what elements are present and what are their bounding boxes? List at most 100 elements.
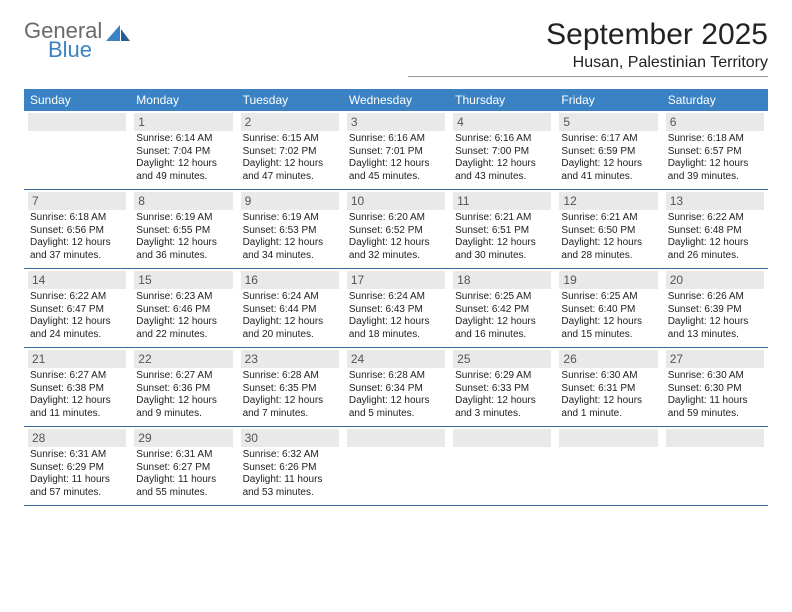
day-info-line: Sunset: 6:56 PM — [30, 225, 124, 238]
day-number: 22 — [134, 350, 232, 368]
day-info-line: Daylight: 12 hours — [561, 158, 655, 171]
day-info-line: Daylight: 12 hours — [136, 395, 230, 408]
day-info-line: and 26 minutes. — [668, 250, 762, 263]
day-info-line: Sunset: 6:50 PM — [561, 225, 655, 238]
day-info-line: and 9 minutes. — [136, 408, 230, 421]
day-info-line: and 15 minutes. — [561, 329, 655, 342]
day-cell: 17Sunrise: 6:24 AMSunset: 6:43 PMDayligh… — [343, 269, 449, 347]
day-cell: 11Sunrise: 6:21 AMSunset: 6:51 PMDayligh… — [449, 190, 555, 268]
day-number-bar: 2 — [241, 113, 339, 131]
day-info-line: Daylight: 12 hours — [561, 316, 655, 329]
day-info: Sunrise: 6:30 AMSunset: 6:30 PMDaylight:… — [666, 370, 764, 420]
day-number-bar: 23 — [241, 350, 339, 368]
day-info-line: Daylight: 12 hours — [136, 237, 230, 250]
day-cell: 28 Sunrise: 6:31 AMSunset: 6:29 PMDayligh… — [24, 427, 130, 505]
day-info-line: Sunset: 7:02 PM — [243, 146, 337, 159]
day-info-line: Sunset: 6:46 PM — [136, 304, 230, 317]
day-info-line: Sunrise: 6:16 AM — [455, 133, 549, 146]
calendar-page: General Blue September 2025 Husan, Pales… — [0, 0, 792, 612]
day-info: Sunrise: 6:20 AMSunset: 6:52 PMDaylight:… — [347, 212, 445, 262]
day-info-line: Daylight: 12 hours — [136, 158, 230, 171]
day-info-line: Sunset: 7:04 PM — [136, 146, 230, 159]
day-info-line: Sunrise: 6:20 AM — [349, 212, 443, 225]
day-info-line: and 41 minutes. — [561, 171, 655, 184]
day-number: 25 — [453, 350, 551, 368]
day-cell: 5Sunrise: 6:17 AMSunset: 6:59 PMDaylight… — [555, 111, 661, 189]
day-info-line: Sunset: 6:27 PM — [136, 462, 230, 475]
day-info: Sunrise: 6:14 AMSunset: 7:04 PMDaylight:… — [134, 133, 232, 183]
day-info-line: and 18 minutes. — [349, 329, 443, 342]
day-info-line: Sunset: 6:44 PM — [243, 304, 337, 317]
day-cell: 20Sunrise: 6:26 AMSunset: 6:39 PMDayligh… — [662, 269, 768, 347]
day-cell: 3Sunrise: 6:16 AMSunset: 7:01 PMDaylight… — [343, 111, 449, 189]
day-info: Sunrise: 6:24 AMSunset: 6:44 PMDaylight:… — [241, 291, 339, 341]
day-info-line: Daylight: 12 hours — [349, 237, 443, 250]
day-number-bar: 10 — [347, 192, 445, 210]
day-info-line: Sunrise: 6:27 AM — [136, 370, 230, 383]
day-info-line: and 45 minutes. — [349, 171, 443, 184]
day-info-line: Daylight: 12 hours — [668, 158, 762, 171]
day-info-line: Sunset: 6:55 PM — [136, 225, 230, 238]
dow-tuesday: Tuesday — [237, 89, 343, 111]
day-info-line: Sunset: 6:47 PM — [30, 304, 124, 317]
day-info-line: and 47 minutes. — [243, 171, 337, 184]
day-cell: . — [662, 427, 768, 505]
day-info-line: Sunset: 6:52 PM — [349, 225, 443, 238]
day-number-bar: 11 — [453, 192, 551, 210]
day-number-bar: 26 — [559, 350, 657, 368]
day-info-line: and 7 minutes. — [243, 408, 337, 421]
day-info-line: Daylight: 12 hours — [668, 237, 762, 250]
day-info-line: Sunrise: 6:25 AM — [561, 291, 655, 304]
day-number: 19 — [559, 271, 657, 289]
week-row: 7Sunrise: 6:18 AMSunset: 6:56 PMDaylight… — [24, 190, 768, 269]
day-info: Sunrise: 6:31 AMSunset: 6:27 PMDaylight:… — [134, 449, 232, 499]
day-number: 26 — [559, 350, 657, 368]
day-info: Sunrise: 6:22 AMSunset: 6:48 PMDaylight:… — [666, 212, 764, 262]
day-number: 28 — [28, 429, 126, 447]
day-cell: 14Sunrise: 6:22 AMSunset: 6:47 PMDayligh… — [24, 269, 130, 347]
day-number-bar: 15 — [134, 271, 232, 289]
day-info-line: Sunset: 6:39 PM — [668, 304, 762, 317]
day-info-line: Sunrise: 6:17 AM — [561, 133, 655, 146]
day-info-line: Sunset: 6:36 PM — [136, 383, 230, 396]
dow-saturday: Saturday — [662, 89, 768, 111]
day-info-line: Daylight: 12 hours — [30, 395, 124, 408]
day-info: Sunrise: 6:16 AMSunset: 7:00 PMDaylight:… — [453, 133, 551, 183]
day-info: Sunrise: 6:16 AMSunset: 7:01 PMDaylight:… — [347, 133, 445, 183]
day-number: 29 — [134, 429, 232, 447]
day-info-line: Sunset: 6:30 PM — [668, 383, 762, 396]
day-number-bar: 21 — [28, 350, 126, 368]
day-info: Sunrise: 6:28 AMSunset: 6:35 PMDaylight:… — [241, 370, 339, 420]
day-info-line: Sunset: 6:34 PM — [349, 383, 443, 396]
dow-monday: Monday — [130, 89, 236, 111]
day-info-line: Sunrise: 6:22 AM — [30, 291, 124, 304]
day-info-line: and 13 minutes. — [668, 329, 762, 342]
day-cell: . — [555, 427, 661, 505]
day-info-line: Sunrise: 6:30 AM — [561, 370, 655, 383]
day-cell: 22 Sunrise: 6:27 AMSunset: 6:36 PMDayligh… — [130, 348, 236, 426]
day-info-line: and 3 minutes. — [455, 408, 549, 421]
day-info-line: and 20 minutes. — [243, 329, 337, 342]
day-info-line: Sunset: 6:40 PM — [561, 304, 655, 317]
day-info-line: Sunrise: 6:32 AM — [243, 449, 337, 462]
day-number: 1 — [134, 113, 232, 131]
day-info: Sunrise: 6:31 AMSunset: 6:29 PMDaylight:… — [28, 449, 126, 499]
day-number: 16 — [241, 271, 339, 289]
day-info-line: Sunrise: 6:28 AM — [349, 370, 443, 383]
day-number: 20 — [666, 271, 764, 289]
day-number-bar: 22 — [134, 350, 232, 368]
day-cell: 12Sunrise: 6:21 AMSunset: 6:50 PMDayligh… — [555, 190, 661, 268]
day-info-line: and 43 minutes. — [455, 171, 549, 184]
day-info-line: Sunrise: 6:18 AM — [668, 133, 762, 146]
week-row: 21Sunrise: 6:27 AMSunset: 6:38 PMDayligh… — [24, 348, 768, 427]
day-cell: 7Sunrise: 6:18 AMSunset: 6:56 PMDaylight… — [24, 190, 130, 268]
day-info-line: and 30 minutes. — [455, 250, 549, 263]
day-cell: 8Sunrise: 6:19 AMSunset: 6:55 PMDaylight… — [130, 190, 236, 268]
day-info-line: Sunset: 7:00 PM — [455, 146, 549, 159]
day-info-line: and 34 minutes. — [243, 250, 337, 263]
day-cell: 27Sunrise: 6:30 AMSunset: 6:30 PMDayligh… — [662, 348, 768, 426]
day-info-line: Daylight: 11 hours — [136, 474, 230, 487]
day-number-bar: 13 — [666, 192, 764, 210]
day-number-bar: 29 — [134, 429, 232, 447]
day-info-line: Sunrise: 6:27 AM — [30, 370, 124, 383]
